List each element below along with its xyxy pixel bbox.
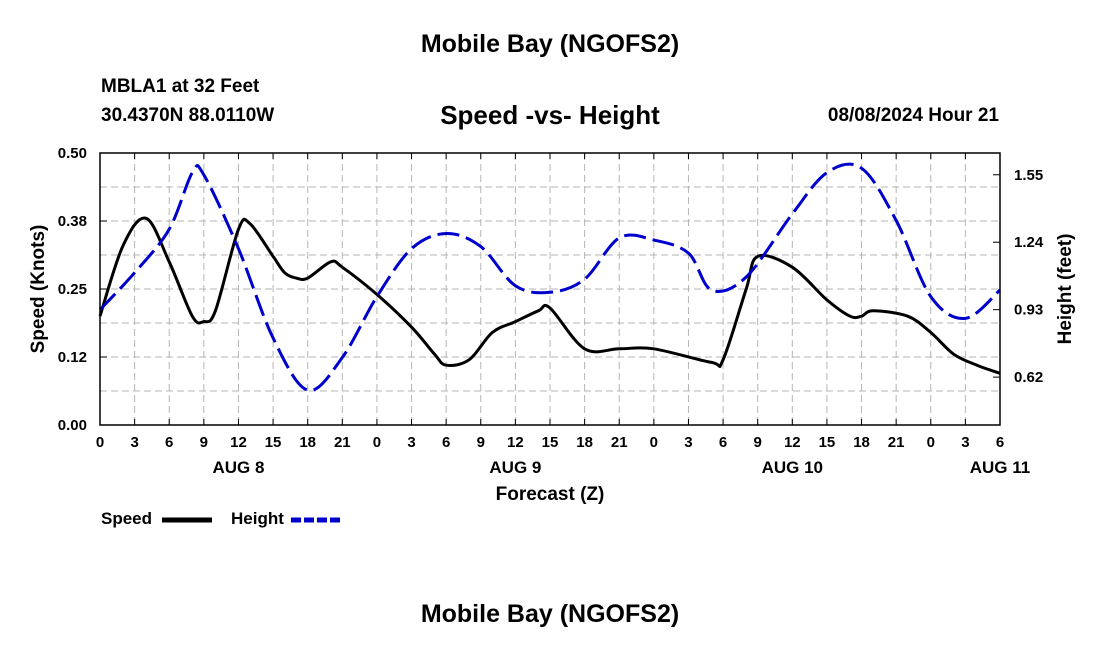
- x-tick-label: 18: [576, 434, 593, 451]
- height-series-line: [98, 162, 1002, 392]
- right-y-tick-label: 1.55: [1014, 167, 1043, 184]
- x-tick-label: 0: [96, 434, 104, 451]
- right-y-tick-label: 0.93: [1014, 302, 1043, 319]
- left-y-tick-label: 0.12: [58, 349, 87, 366]
- x-tick-label: 15: [265, 434, 282, 451]
- chart-main-title: Mobile Bay (NGOFS2): [420, 30, 680, 58]
- x-date-label: AUG 9: [489, 458, 541, 477]
- right-y-axis-label: Height (feet): [1055, 234, 1076, 345]
- x-tick-label: 12: [784, 434, 801, 451]
- x-tick-label: 21: [888, 434, 905, 451]
- left-y-tick-label: 0.25: [58, 281, 87, 298]
- x-tick-label: 3: [407, 434, 415, 451]
- footer-title: Mobile Bay (NGOFS2): [420, 600, 680, 628]
- x-tick-label: 0: [373, 434, 381, 451]
- x-tick-label: 15: [819, 434, 836, 451]
- x-date-label: AUG 8: [212, 458, 264, 477]
- legend-speed-label: Speed: [101, 509, 153, 528]
- right-y-tick-label: 1.24: [1014, 234, 1044, 251]
- x-date-label: AUG 11: [970, 458, 1030, 477]
- chart-subtitle: Speed -vs- Height: [440, 100, 660, 130]
- x-tick-label: 9: [754, 434, 762, 451]
- x-date-label: AUG 10: [762, 458, 823, 477]
- grid-lines: [100, 153, 1000, 425]
- x-tick-label: 21: [334, 434, 351, 451]
- x-tick-label: 12: [230, 434, 247, 451]
- station-name: MBLA1 at 32 Feet: [101, 76, 260, 97]
- left-y-tick-label: 0.38: [58, 213, 87, 230]
- x-tick-label: 21: [611, 434, 628, 451]
- x-tick-label: 3: [961, 434, 969, 451]
- x-tick-label: 0: [927, 434, 935, 451]
- x-tick-label: 0: [650, 434, 658, 451]
- x-tick-label: 15: [542, 434, 559, 451]
- x-tick-label: 9: [477, 434, 485, 451]
- speed-height-chart: 0 3 6 9 12 15 18 21 0 3 6 9 12 15 18 21 0 3 6 9 12 15 18 21 0 3 6 0…: [28, 145, 1076, 523]
- left-y-tick-label: 0.50: [58, 145, 87, 162]
- x-tick-label: 12: [507, 434, 524, 451]
- x-tick-label: 18: [853, 434, 870, 451]
- left-y-axis-label: Speed (Knots): [28, 225, 49, 354]
- x-tick-label: 6: [719, 434, 727, 451]
- x-tick-label: 6: [996, 434, 1004, 451]
- x-axis-label: Forecast (Z): [496, 484, 605, 505]
- x-tick-label: 3: [130, 434, 138, 451]
- legend-height-label: Height: [231, 509, 284, 528]
- x-tick-label: 6: [165, 434, 173, 451]
- forecast-datetime: 08/08/2024 Hour 21: [827, 105, 999, 126]
- right-y-tick-label: 0.62: [1014, 369, 1043, 386]
- station-coordinates: 30.4370N 88.0110W: [101, 105, 275, 126]
- x-tick-label: 9: [200, 434, 208, 451]
- data-series: [98, 162, 1002, 392]
- speed-series-line: [98, 216, 1001, 375]
- axis-ticks: 0 3 6 9 12 15 18 21 0 3 6 9 12 15 18 21 0 3 6 9 12 15 18 21 0 3 6 0…: [58, 145, 1044, 477]
- left-y-tick-label: 0.00: [58, 417, 87, 434]
- x-tick-label: 18: [299, 434, 316, 451]
- x-tick-label: 3: [684, 434, 692, 451]
- x-tick-label: 6: [442, 434, 450, 451]
